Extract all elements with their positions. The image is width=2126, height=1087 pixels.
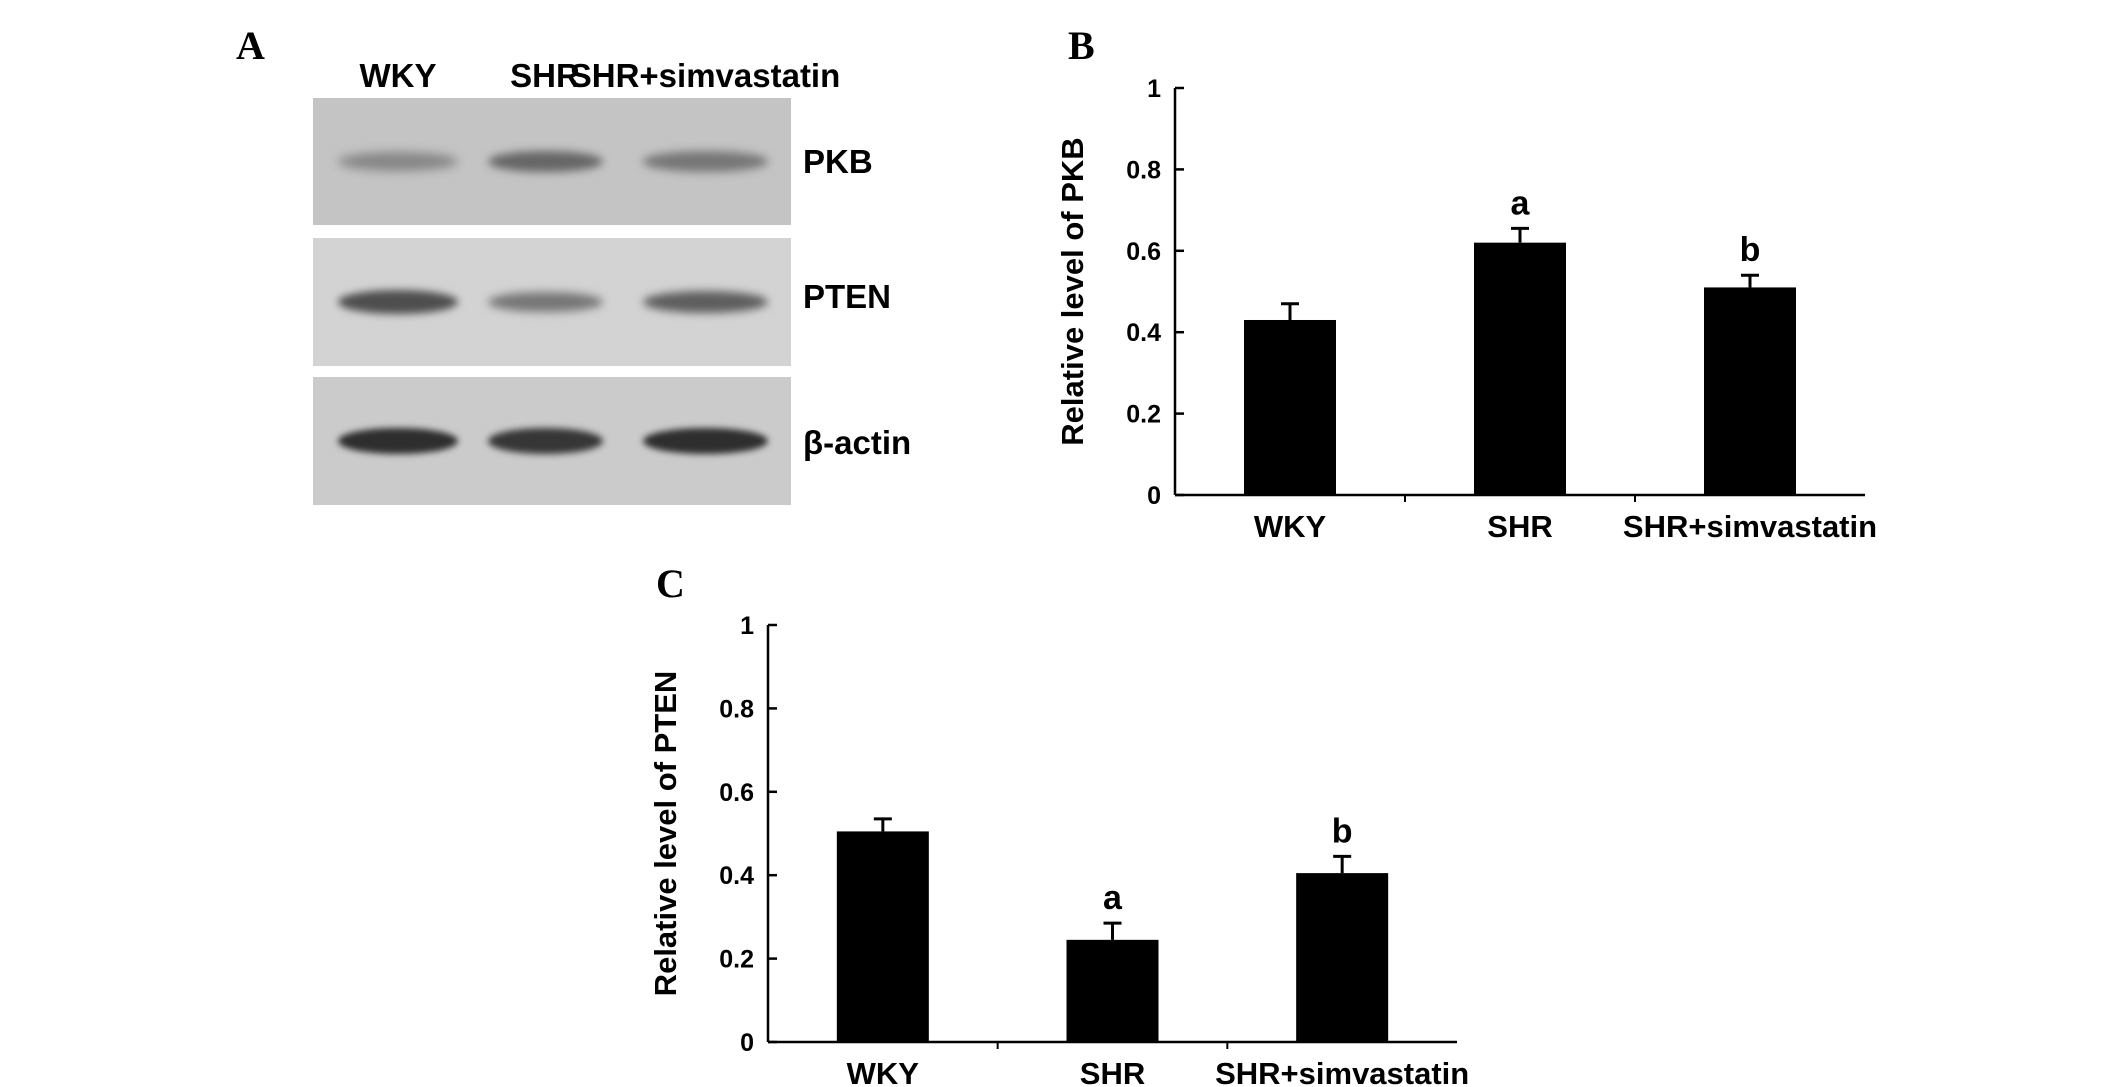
y-tick-label: 0 xyxy=(1147,482,1161,510)
blot-label-pkb: PKB xyxy=(803,143,873,180)
blot-band xyxy=(642,427,768,455)
blot-label-pten: PTEN xyxy=(803,278,892,315)
x-tick-label: SHR+simvastatin xyxy=(1215,1056,1469,1087)
blot-band xyxy=(487,291,603,313)
blot-band xyxy=(338,290,458,314)
blot-strip-beta-actin xyxy=(313,377,791,505)
y-tick-label: 0.2 xyxy=(719,946,754,974)
x-tick-label: SHR xyxy=(1487,509,1552,544)
x-tick-label: WKY xyxy=(1254,509,1327,544)
bar xyxy=(1704,287,1796,495)
panel-a-letter: A xyxy=(236,23,265,68)
blot-band xyxy=(642,290,768,314)
blot-band xyxy=(642,151,768,172)
blot-band xyxy=(338,152,458,171)
bar xyxy=(1244,319,1336,495)
significance-label: a xyxy=(1103,879,1123,917)
x-tick-label: SHR xyxy=(1080,1056,1145,1087)
panel-c-letter: C xyxy=(656,561,685,606)
lane-label-wky: WKY xyxy=(359,57,437,94)
y-tick-label: 0.4 xyxy=(719,862,754,890)
bar xyxy=(836,831,929,1042)
y-tick-label: 0.6 xyxy=(719,779,754,807)
y-tick-label: 0.4 xyxy=(1126,319,1161,347)
blot-band xyxy=(338,427,458,455)
y-tick-label: 1 xyxy=(1147,75,1161,103)
y-tick-label: 0.8 xyxy=(719,695,754,723)
significance-label: a xyxy=(1511,184,1531,222)
bar xyxy=(1296,873,1389,1042)
lane-label-shr: SHR xyxy=(510,57,580,94)
y-axis-label: Relative level of PTEN xyxy=(648,671,683,997)
blot-band xyxy=(487,428,603,454)
y-axis-label: Relative level of PKB xyxy=(1055,137,1090,445)
y-tick-label: 1 xyxy=(740,612,754,640)
x-tick-label: WKY xyxy=(847,1056,920,1087)
blot-band xyxy=(487,150,603,173)
blot-strip-pkb xyxy=(313,98,791,225)
significance-label: b xyxy=(1740,231,1761,269)
x-tick-label: SHR+simvastatin xyxy=(1623,509,1877,544)
y-tick-label: 0 xyxy=(740,1029,754,1057)
significance-label: b xyxy=(1332,812,1353,850)
blot-strip-pten xyxy=(313,238,791,366)
lane-label-shr-simvastatin: SHR+simvastatin xyxy=(569,57,841,94)
y-tick-label: 0.8 xyxy=(1126,156,1161,184)
bar xyxy=(1066,939,1159,1042)
y-tick-label: 0.2 xyxy=(1126,401,1161,429)
y-tick-label: 0.6 xyxy=(1126,238,1161,266)
panel-b-letter: B xyxy=(1068,23,1095,68)
bar xyxy=(1474,242,1566,495)
blot-label-beta-actin: β-actin xyxy=(803,424,912,461)
